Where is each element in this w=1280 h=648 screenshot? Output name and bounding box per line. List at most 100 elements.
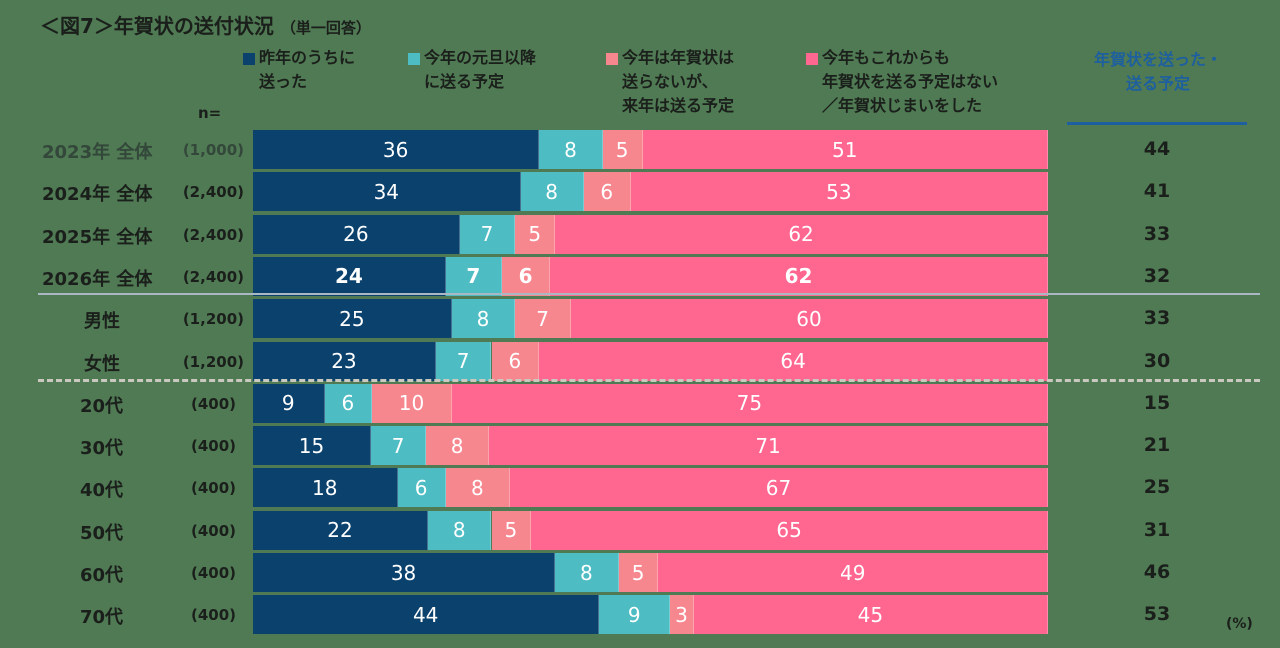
bar-segment-send-after-newyear: 8 bbox=[451, 299, 516, 339]
bar-segment-send-after-newyear: 8 bbox=[427, 510, 492, 550]
bar-segment-not-this-year-next-year: 6 bbox=[491, 341, 540, 381]
row-label: 2024年 全体 bbox=[42, 184, 153, 206]
bar-segment-not-this-year-next-year: 8 bbox=[426, 426, 490, 466]
legend-label: 今年もこれからも 年賀状を送る予定はない ／年賀状じまいをした bbox=[822, 48, 999, 115]
legend-label: 今年の元旦以降 に送る予定 bbox=[424, 48, 537, 91]
stacked-bar: 18 6 8 67 bbox=[253, 468, 1048, 508]
row-total: 41 bbox=[1143, 180, 1171, 203]
bar-segment-send-after-newyear: 8 bbox=[539, 130, 603, 169]
row-label: 60代 bbox=[80, 565, 124, 586]
bar-segment-not-this-year-next-year: 5 bbox=[602, 130, 643, 169]
bar-segment-send-after-newyear: 9 bbox=[599, 595, 671, 635]
bar-segment-no-plan: 71 bbox=[489, 426, 1048, 466]
stacked-bar: 23 7 6 64 bbox=[253, 341, 1048, 381]
row-label: 男性 bbox=[84, 311, 120, 333]
bar-segment-sent-last-year: 26 bbox=[253, 214, 460, 254]
row-total: 33 bbox=[1143, 307, 1171, 330]
bar-segment-sent-last-year: 44 bbox=[253, 595, 600, 635]
stacked-bar: 34 8 6 53 bbox=[253, 172, 1048, 212]
title-text: ＜図7＞年賀状の送付状況 bbox=[40, 14, 274, 38]
bar-segment-not-this-year-next-year: 5 bbox=[515, 214, 556, 254]
row-total: 32 bbox=[1143, 264, 1171, 287]
bar-segment-no-plan: 62 bbox=[550, 256, 1048, 296]
bar-segment-send-after-newyear: 6 bbox=[324, 383, 373, 423]
bar-segment-sent-last-year: 22 bbox=[253, 510, 428, 550]
right-column-header: 年賀状を送った・ 送る予定 bbox=[1093, 50, 1222, 93]
stacked-bar: 24 7 6 62 bbox=[253, 256, 1048, 296]
bar-segment-sent-last-year: 38 bbox=[253, 553, 556, 592]
legend-swatch bbox=[408, 53, 420, 65]
stacked-bar: 15 7 8 71 bbox=[253, 426, 1048, 466]
bar-segment-not-this-year-next-year: 8 bbox=[445, 468, 510, 508]
row-label: 70代 bbox=[80, 607, 124, 629]
bar-segment-send-after-newyear: 8 bbox=[555, 553, 619, 592]
legend-item-no-plan: 今年もこれからも 年賀状を送る予定はない ／年賀状じまいをした bbox=[806, 46, 999, 118]
row-label: 2023年 全体 bbox=[42, 142, 153, 163]
row-label: 40代 bbox=[80, 480, 124, 502]
row-n: (1,200) bbox=[182, 310, 244, 329]
bar-segment-send-after-newyear: 7 bbox=[371, 426, 427, 466]
bar-segment-sent-last-year: 25 bbox=[253, 299, 452, 339]
bar-segment-no-plan: 67 bbox=[509, 468, 1048, 508]
row-n: (2,400) bbox=[182, 183, 244, 202]
legend-label: 今年は年賀状は 送らないが、 来年は送る予定 bbox=[622, 48, 735, 115]
row-n: (2,400) bbox=[182, 267, 244, 286]
row-total: 30 bbox=[1143, 349, 1171, 372]
legend-swatch bbox=[606, 53, 618, 65]
bar-segment-sent-last-year: 18 bbox=[253, 468, 398, 508]
bar-segment-not-this-year-next-year: 10 bbox=[372, 383, 452, 423]
bar-segment-no-plan: 60 bbox=[571, 299, 1048, 339]
bar-segment-not-this-year-next-year: 5 bbox=[491, 510, 532, 550]
row-label: 2025年 全体 bbox=[42, 226, 153, 248]
stacked-bar: 36 8 5 51 bbox=[253, 130, 1048, 169]
row-total: 46 bbox=[1143, 561, 1171, 583]
bar-segment-send-after-newyear: 6 bbox=[397, 468, 446, 508]
row-total: 21 bbox=[1143, 434, 1171, 457]
row-n: (400) bbox=[190, 394, 236, 413]
stacked-bar: 26 7 5 62 bbox=[253, 214, 1048, 254]
bar-segment-sent-last-year: 23 bbox=[253, 341, 436, 381]
bar-segment-no-plan: 49 bbox=[658, 553, 1048, 592]
bar-segment-send-after-newyear: 7 bbox=[435, 341, 492, 381]
bar-segment-send-after-newyear: 7 bbox=[459, 214, 516, 254]
row-n: (400) bbox=[190, 606, 236, 625]
bar-segment-not-this-year-next-year: 7 bbox=[515, 299, 571, 339]
bar-segment-not-this-year-next-year: 6 bbox=[583, 172, 631, 212]
row-n: (400) bbox=[190, 479, 236, 498]
row-n: (400) bbox=[190, 564, 236, 582]
stacked-bar: 22 8 5 65 bbox=[253, 510, 1048, 550]
row-n: (400) bbox=[190, 521, 236, 540]
stacked-bar: 9 6 10 75 bbox=[253, 383, 1048, 423]
bar-segment-not-this-year-next-year: 5 bbox=[618, 553, 659, 592]
bar-segment-sent-last-year: 15 bbox=[253, 426, 372, 466]
legend-label: 昨年のうちに 送った bbox=[259, 48, 356, 91]
bar-segment-no-plan: 53 bbox=[630, 172, 1048, 212]
bar-segment-sent-last-year: 9 bbox=[253, 383, 325, 423]
legend-item-next-year: 今年は年賀状は 送らないが、 来年は送る予定 bbox=[606, 46, 735, 118]
legend-swatch bbox=[243, 53, 255, 65]
row-total: 53 bbox=[1143, 603, 1171, 626]
bar-segment-send-after-newyear: 7 bbox=[445, 256, 502, 296]
row-label: 30代 bbox=[80, 438, 124, 460]
legend-item-send-after-newyear: 今年の元旦以降 に送る予定 bbox=[408, 46, 537, 94]
stacked-bar: 38 8 5 49 bbox=[253, 553, 1048, 592]
bar-segment-no-plan: 64 bbox=[539, 341, 1048, 381]
bar-segment-no-plan: 75 bbox=[451, 383, 1048, 423]
row-n: (400) bbox=[190, 437, 236, 456]
row-total: 31 bbox=[1143, 518, 1171, 541]
bar-segment-no-plan: 65 bbox=[531, 510, 1048, 550]
dashed-separator bbox=[38, 379, 1260, 382]
separator-line bbox=[38, 293, 1260, 295]
bar-segment-no-plan: 62 bbox=[555, 214, 1048, 254]
bar-segment-no-plan: 51 bbox=[642, 130, 1048, 169]
n-label: n= bbox=[198, 104, 222, 122]
row-label: 20代 bbox=[80, 395, 124, 417]
legend-item-sent-last-year: 昨年のうちに 送った bbox=[243, 46, 356, 94]
row-n: (1,200) bbox=[182, 352, 244, 371]
row-label: 50代 bbox=[80, 522, 124, 544]
bar-segment-no-plan: 45 bbox=[693, 595, 1048, 635]
row-label: 女性 bbox=[84, 353, 120, 375]
row-total: 44 bbox=[1143, 138, 1171, 160]
right-header-underline bbox=[1067, 122, 1247, 125]
stacked-bar: 25 8 7 60 bbox=[253, 299, 1048, 339]
